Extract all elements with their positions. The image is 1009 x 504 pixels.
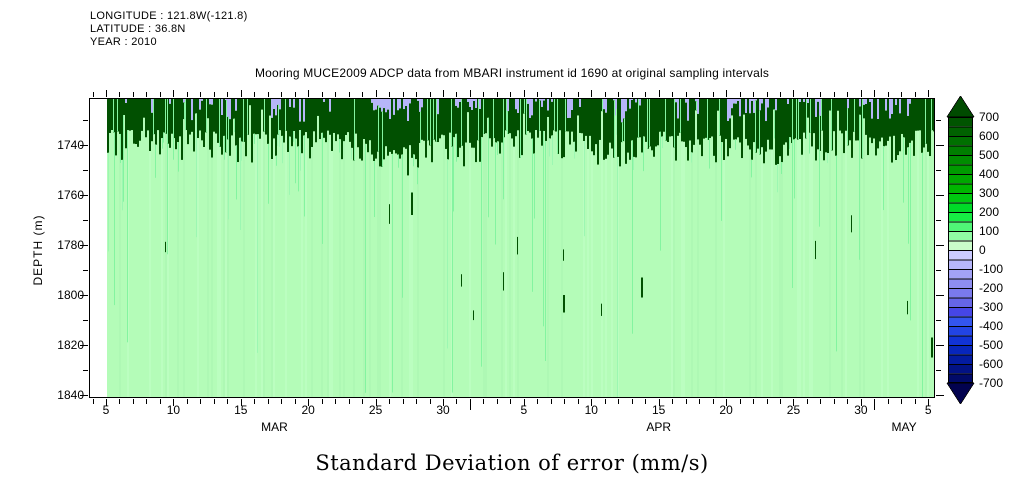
depth-tick-label: 1760 [57, 188, 84, 202]
x-tick-label: 5 [102, 403, 110, 417]
x-tick-label: 5 [924, 403, 932, 417]
value-axis-label: Standard Deviation of error (mm/s) [315, 451, 709, 475]
colorbar-tick-label: 400 [979, 167, 1000, 181]
colorbar-tick-label: 700 [979, 110, 1000, 124]
month-label: MAR [261, 420, 288, 434]
depth-tick-label: 1820 [57, 338, 84, 352]
month-label: MAY [891, 420, 917, 434]
x-tick-label: 20 [301, 403, 315, 417]
longitude-line: LONGITUDE : 121.8W(-121.8) [90, 10, 248, 22]
x-tick-label: 15 [651, 403, 666, 417]
colorbar-tick-label: 300 [979, 186, 1000, 200]
depth-tick-label: 1840 [57, 388, 84, 402]
x-tick-label: 25 [368, 403, 383, 417]
colorbar-tick-label: -200 [979, 281, 1004, 295]
colorbar-tick-label: 200 [979, 205, 1000, 219]
colorbar-tick-label: 100 [979, 224, 1000, 238]
x-tick-label: 30 [854, 403, 868, 417]
colorbar-tick-label: -500 [979, 338, 1004, 352]
x-tick-label: 10 [166, 403, 181, 417]
depth-tick-label: 1780 [57, 238, 84, 252]
depth-tick-label: 1740 [57, 138, 84, 152]
year-line: YEAR : 2010 [90, 36, 157, 48]
colorbar-tick-label: -300 [979, 300, 1004, 314]
colorbar-tick-label: -100 [979, 262, 1004, 276]
x-tick-label: 25 [786, 403, 801, 417]
colorbar-tick-label: -400 [979, 319, 1004, 333]
x-tick-label: 20 [719, 403, 733, 417]
colorbar-canvas [944, 92, 984, 412]
colorbar-tick-label: 500 [979, 148, 1000, 162]
colorbar-tick-label: 600 [979, 129, 1000, 143]
latitude-line: LATITUDE : 36.8N [90, 23, 186, 35]
colorbar-tick-label: -600 [979, 357, 1004, 371]
header-block: LONGITUDE : 121.8W(-121.8) LATITUDE : 36… [90, 10, 248, 49]
depth-axis-label: DEPTH (m) [31, 214, 45, 286]
month-label: APR [646, 420, 672, 434]
x-tick-label: 10 [584, 403, 598, 417]
colorbar-tick-label: -700 [979, 376, 1004, 390]
x-tick-label: 15 [234, 403, 248, 417]
x-tick-label: 5 [520, 403, 528, 417]
depth-tick-label: 1800 [57, 288, 84, 302]
heatmap-plot-canvas [78, 87, 952, 413]
x-tick-label: 30 [436, 403, 450, 417]
chart-title: Mooring MUCE2009 ADCP data from MBARI in… [254, 66, 770, 80]
colorbar-tick-label: 0 [979, 243, 986, 257]
